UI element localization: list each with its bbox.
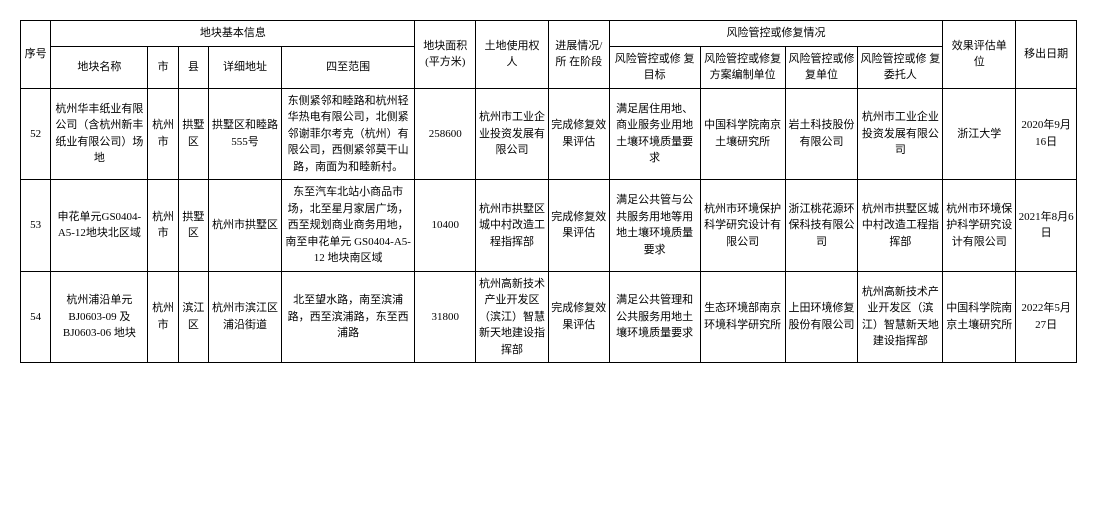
header-target: 风险管控或修 复目标 [609, 46, 700, 88]
cell-removal-date: 2021年8月6日 [1016, 180, 1077, 272]
header-county: 县 [178, 46, 208, 88]
cell-name: 杭州华丰纸业有限公司（含杭州新丰纸业有限公司）场地 [51, 88, 148, 180]
cell-plan-unit: 杭州市环境保护科学研究设计有限公司 [700, 180, 785, 272]
land-risk-table: 序号 地块基本信息 地块面积 (平方米) 土地使用权 人 进展情况/所 在阶段 … [20, 20, 1077, 363]
cell-addr: 杭州市拱墅区 [209, 180, 282, 272]
cell-eval-unit: 中国科学院南京土壤研究所 [943, 271, 1016, 363]
cell-entrust: 杭州市拱墅区城中村改造工程指挥部 [858, 180, 943, 272]
cell-city: 杭州市 [148, 88, 178, 180]
header-plan-unit: 风险管控或修复 方案编制单位 [700, 46, 785, 88]
cell-stage: 完成修复效果评估 [548, 271, 609, 363]
header-stage: 进展情况/所 在阶段 [548, 21, 609, 89]
header-seq: 序号 [21, 21, 51, 89]
cell-area: 10400 [415, 180, 476, 272]
cell-rights: 杭州市工业企业投资发展有限公司 [476, 88, 549, 180]
cell-removal-date: 2022年5月27日 [1016, 271, 1077, 363]
cell-plan-unit: 中国科学院南京土壤研究所 [700, 88, 785, 180]
header-removal-date: 移出日期 [1016, 21, 1077, 89]
cell-addr: 杭州市滨江区浦沿街道 [209, 271, 282, 363]
cell-bounds: 北至望水路，南至滨浦路，西至滨浦路，东至西浦路 [281, 271, 415, 363]
header-entrust: 风险管控或修 复委托人 [858, 46, 943, 88]
cell-target: 满足公共管理和公共服务用地土壤环境质量要求 [609, 271, 700, 363]
cell-eval-unit: 浙江大学 [943, 88, 1016, 180]
cell-city: 杭州市 [148, 180, 178, 272]
header-remed-unit: 风险管控或修 复单位 [785, 46, 858, 88]
cell-city: 杭州市 [148, 271, 178, 363]
header-city: 市 [148, 46, 178, 88]
table-row: 52 杭州华丰纸业有限公司（含杭州新丰纸业有限公司）场地 杭州市 拱墅区 拱墅区… [21, 88, 1077, 180]
header-group-risk: 风险管控或修复情况 [609, 21, 943, 47]
cell-removal-date: 2020年9月16日 [1016, 88, 1077, 180]
cell-addr: 拱墅区和睦路 555号 [209, 88, 282, 180]
header-area: 地块面积 (平方米) [415, 21, 476, 89]
cell-target: 满足居住用地、商业服务业用地土壤环境质量要求 [609, 88, 700, 180]
cell-rights: 杭州高新技术产业开发区（滨江）智慧新天地建设指挥部 [476, 271, 549, 363]
cell-bounds: 东至汽车北站小商品市场，北至星月家居广场，西至规划商业商务用地，南至申花单元 G… [281, 180, 415, 272]
header-eval: 效果评估单 位 [943, 21, 1016, 89]
table-row: 54 杭州浦沿单元BJ0603-09 及BJ0603-06 地块 杭州市 滨江区… [21, 271, 1077, 363]
cell-area: 31800 [415, 271, 476, 363]
cell-seq: 52 [21, 88, 51, 180]
cell-seq: 54 [21, 271, 51, 363]
cell-remed-unit: 上田环境修复股份有限公司 [785, 271, 858, 363]
cell-target: 满足公共管与公共服务用地等用地土壤环境质量要求 [609, 180, 700, 272]
cell-seq: 53 [21, 180, 51, 272]
header-group-basic: 地块基本信息 [51, 21, 415, 47]
cell-name: 申花单元GS0404-A5-12地块北区域 [51, 180, 148, 272]
cell-remed-unit: 岩土科技股份有限公司 [785, 88, 858, 180]
cell-entrust: 杭州高新技术产业开发区（滨江）智慧新天地建设指挥部 [858, 271, 943, 363]
header-addr: 详细地址 [209, 46, 282, 88]
cell-county: 拱墅区 [178, 180, 208, 272]
cell-area: 258600 [415, 88, 476, 180]
cell-entrust: 杭州市工业企业投资发展有限公司 [858, 88, 943, 180]
cell-rights: 杭州市拱墅区城中村改造工程指挥部 [476, 180, 549, 272]
table-row: 53 申花单元GS0404-A5-12地块北区域 杭州市 拱墅区 杭州市拱墅区 … [21, 180, 1077, 272]
cell-stage: 完成修复效果评估 [548, 180, 609, 272]
cell-county: 拱墅区 [178, 88, 208, 180]
header-rights: 土地使用权 人 [476, 21, 549, 89]
header-bounds: 四至范围 [281, 46, 415, 88]
cell-county: 滨江区 [178, 271, 208, 363]
cell-eval-unit: 杭州市环境保护科学研究设计有限公司 [943, 180, 1016, 272]
header-name: 地块名称 [51, 46, 148, 88]
cell-bounds: 东侧紧邻和睦路和杭州轻华热电有限公司，北侧紧邻谢菲尔考克（杭州）有限公司，西侧紧… [281, 88, 415, 180]
cell-plan-unit: 生态环境部南京环境科学研究所 [700, 271, 785, 363]
cell-name: 杭州浦沿单元BJ0603-09 及BJ0603-06 地块 [51, 271, 148, 363]
cell-stage: 完成修复效果评估 [548, 88, 609, 180]
cell-remed-unit: 浙江桃花源环保科技有限公司 [785, 180, 858, 272]
